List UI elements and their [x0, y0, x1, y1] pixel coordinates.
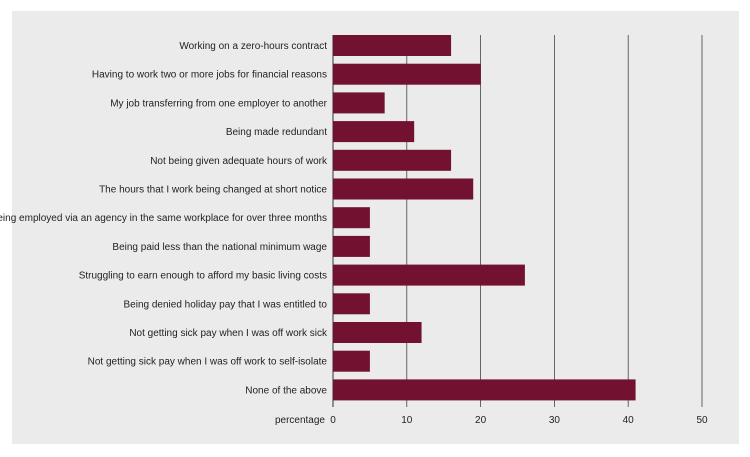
x-axis-title: percentage [275, 415, 325, 426]
category-label: Being paid less than the national minimu… [112, 242, 327, 253]
x-tick-label: 30 [549, 415, 561, 426]
category-label: Not getting sick pay when I was off work… [129, 328, 328, 339]
category-label: Not being given adequate hours of work [150, 156, 328, 167]
bar [333, 207, 370, 229]
category-label: Not getting sick pay when I was off work… [88, 357, 328, 368]
x-tick-label: 50 [696, 415, 708, 426]
bar [333, 63, 481, 85]
bar [333, 350, 370, 372]
bar [333, 235, 370, 257]
x-tick-label: 40 [623, 415, 635, 426]
category-label: Being made redundant [226, 127, 327, 138]
category-label: The hours that I work being changed at s… [99, 185, 327, 196]
bars [333, 35, 636, 401]
category-label: None of the above [245, 385, 327, 396]
category-label: Being denied holiday pay that I was enti… [124, 299, 328, 310]
bar [333, 293, 370, 315]
bar [333, 322, 422, 343]
bar [333, 121, 415, 143]
bar [333, 379, 636, 401]
category-label: Struggling to earn enough to afford my b… [79, 271, 327, 282]
gridlines [332, 35, 703, 407]
x-tick-labels: 0 10 20 30 40 50 [330, 415, 708, 426]
x-tick-label: 0 [330, 415, 336, 426]
category-label: My job transferring from one employer to… [110, 98, 327, 109]
x-tick-label: 10 [401, 415, 413, 426]
category-labels: Working on a zero-hours contract Having t… [0, 41, 328, 396]
category-label: Having to work two or more jobs for fina… [92, 70, 327, 81]
bar [333, 264, 525, 286]
bar [333, 35, 452, 56]
bar [333, 149, 452, 171]
category-label: Being employed via an agency in the same… [0, 213, 327, 224]
bar [333, 92, 385, 114]
bar [333, 178, 474, 200]
x-tick-label: 20 [475, 415, 487, 426]
category-label: Working on a zero-hours contract [179, 41, 327, 52]
